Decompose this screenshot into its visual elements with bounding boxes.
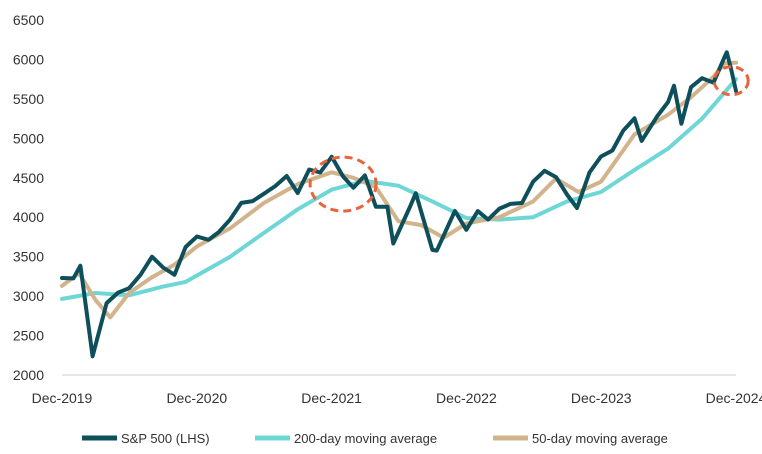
y-tick-label: 2000 bbox=[13, 367, 44, 383]
y-tick-label: 6000 bbox=[13, 51, 44, 67]
y-tick-label: 4000 bbox=[13, 209, 44, 225]
y-tick-label: 5000 bbox=[13, 130, 44, 146]
legend-label: S&P 500 (LHS) bbox=[121, 431, 210, 446]
y-tick-label: 3000 bbox=[13, 288, 44, 304]
legend-label: 200-day moving average bbox=[294, 431, 437, 446]
x-tick-label: Dec-2024 bbox=[706, 390, 762, 406]
y-tick-label: 4500 bbox=[13, 170, 44, 186]
y-tick-label: 3500 bbox=[13, 249, 44, 265]
legend-label: 50-day moving average bbox=[532, 431, 668, 446]
annotation-layer bbox=[308, 65, 750, 213]
x-axis-tick-labels: Dec-2019 Dec-2020 Dec-2021 Dec-2022 Dec-2023… bbox=[32, 390, 762, 406]
y-tick-label: 2500 bbox=[13, 328, 44, 344]
y-tick-label: 6500 bbox=[13, 12, 44, 28]
series-lines bbox=[60, 50, 738, 359]
x-tick-label: Dec-2020 bbox=[166, 390, 227, 406]
series-line-sp500 bbox=[60, 50, 738, 359]
x-tick-label: Dec-2021 bbox=[301, 390, 362, 406]
annotation-dashed-circle bbox=[712, 65, 750, 97]
x-tick-label: Dec-2019 bbox=[32, 390, 93, 406]
legend: S&P 500 (LHS) 200-day moving average 50-da… bbox=[82, 431, 668, 446]
y-axis-tick-labels: 2000 2500 3000 3500 4000 4500 5000 5500 6000 6500 bbox=[13, 12, 44, 383]
x-tick-label: Dec-2022 bbox=[436, 390, 497, 406]
series-line-200-day-ma bbox=[60, 77, 738, 301]
y-tick-label: 5500 bbox=[13, 91, 44, 107]
x-tick-label: Dec-2023 bbox=[571, 390, 632, 406]
series-line-50-day-ma bbox=[60, 60, 738, 320]
annotation-dashed-circle bbox=[308, 155, 378, 213]
